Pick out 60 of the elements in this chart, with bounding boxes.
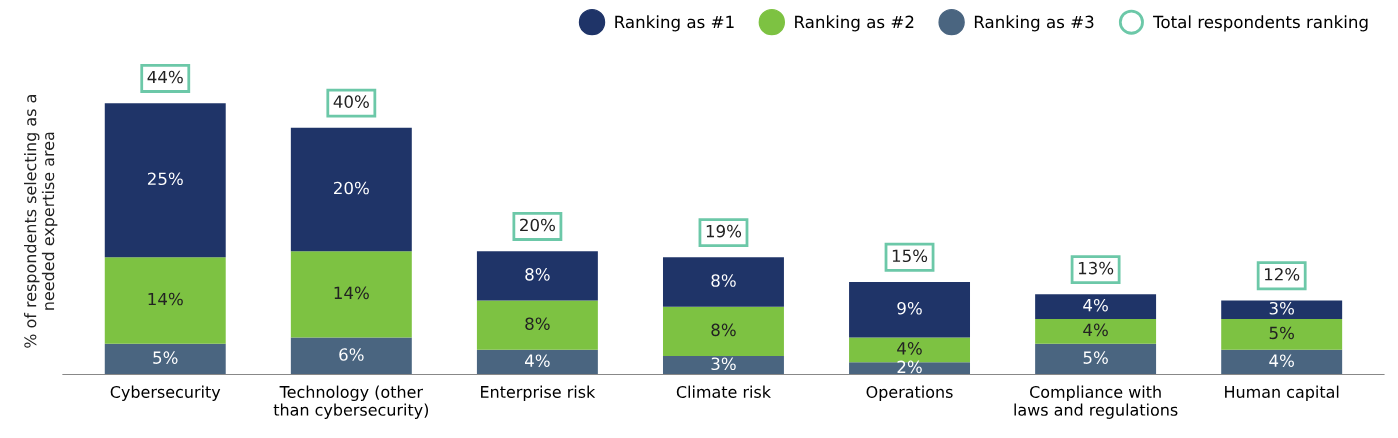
bar <box>1035 343 1157 375</box>
data-label: 4% <box>1269 354 1294 367</box>
x-tick-label: Enterprise risk <box>481 385 596 402</box>
data-label: 14% <box>148 292 183 306</box>
bar <box>290 127 412 252</box>
data-label: 8% <box>525 268 550 281</box>
bar <box>476 251 598 301</box>
total-label: 44% <box>147 70 183 84</box>
data-label: 9% <box>897 301 922 315</box>
bar <box>662 257 784 307</box>
legend-label: Ranking as #3 <box>974 15 1094 32</box>
bar <box>476 349 598 375</box>
data-label: 5% <box>153 351 178 364</box>
total-label: 15% <box>892 249 928 263</box>
bar <box>290 337 412 375</box>
total-label: 20% <box>520 218 555 232</box>
data-label: 5% <box>1269 326 1294 340</box>
total-label: 40% <box>333 95 369 108</box>
bar <box>1221 318 1343 350</box>
data-label: 20% <box>334 181 369 195</box>
total-label: 12% <box>1264 267 1300 281</box>
bar <box>1035 318 1157 344</box>
data-label: 4% <box>1083 323 1108 337</box>
data-label: 2% <box>897 360 922 374</box>
bar <box>104 343 226 375</box>
data-label: 3% <box>1269 301 1294 315</box>
data-label: 4% <box>897 342 922 355</box>
bar <box>290 251 412 338</box>
data-label: 14% <box>334 286 369 300</box>
data-label: 6% <box>339 348 364 361</box>
data-label: 3% <box>711 357 736 371</box>
data-label: 5% <box>1083 351 1108 364</box>
total-label: 19% <box>706 224 742 238</box>
bar <box>1035 294 1157 319</box>
x-tick-label: Climate risk <box>676 385 771 398</box>
x-tick-label: Human capital <box>1225 385 1339 402</box>
bar <box>476 300 598 350</box>
total-label: 13% <box>1078 261 1114 275</box>
data-label: 4% <box>1083 298 1108 312</box>
data-label: 8% <box>711 274 736 287</box>
legend-label: Ranking as #2 <box>795 15 914 32</box>
x-tick-label: Operations <box>866 385 953 402</box>
x-tick-label: Compliance with laws and regulations <box>1014 385 1178 419</box>
bar <box>104 103 226 258</box>
x-tick-label: Cybersecurity <box>110 385 221 402</box>
data-label: 4% <box>524 354 550 367</box>
bar <box>104 257 226 344</box>
text: Total respondents ranking <box>1153 15 1368 32</box>
y-axis-title: % of respondents selecting as a needed expertise area <box>24 95 58 348</box>
data-label: 25% <box>147 172 183 186</box>
bar <box>1221 300 1343 319</box>
bar <box>1221 349 1343 375</box>
bar <box>849 362 971 375</box>
bar <box>662 306 784 356</box>
x-tick-label: Technology (other than cybersecurity) <box>273 385 429 419</box>
data-label: 8% <box>525 317 550 330</box>
bar <box>662 355 784 375</box>
legend-label: Ranking as #1 <box>615 15 734 32</box>
bar <box>849 281 971 338</box>
data-label: 8% <box>711 323 736 337</box>
